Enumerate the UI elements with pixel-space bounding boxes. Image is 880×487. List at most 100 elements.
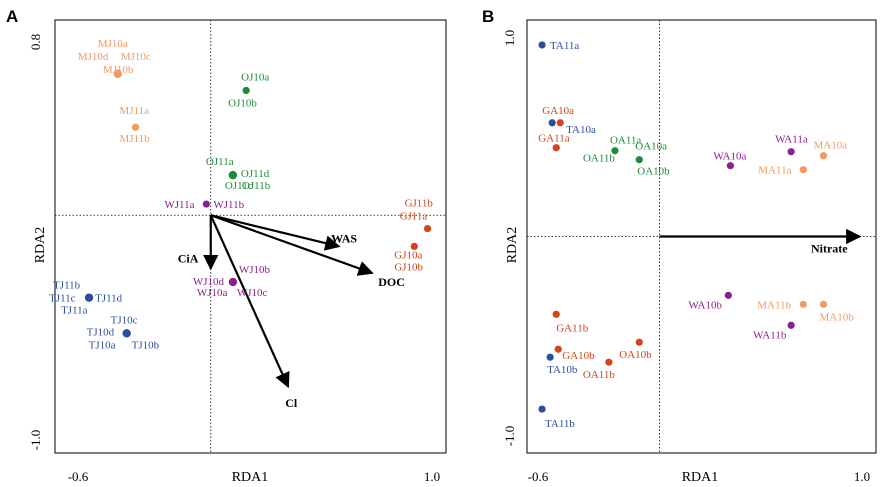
point-label: OJ11d: [241, 168, 270, 180]
data-point: [538, 405, 546, 413]
data-point: [122, 329, 131, 338]
panel-b-xtick-left: -0.6: [528, 469, 549, 484]
point-label: TJ11d: [95, 293, 123, 305]
point-label: WJ11b: [213, 199, 244, 211]
data-point: [787, 321, 795, 329]
panel-b-plot: Nitrate TA11a TA10a GA10a GA11a OA11a OA11b OA1…: [527, 20, 876, 453]
point-label: TJ11c: [49, 293, 76, 305]
point-label: TJ10c: [111, 314, 138, 326]
point-label: WJ10a: [197, 287, 228, 299]
point-label: MA10a: [814, 140, 848, 152]
data-point: [556, 119, 564, 127]
vector-label-cl: Cl: [285, 396, 298, 410]
point-label: TA11a: [550, 40, 579, 52]
panel-b-ytick-top: 1.0: [502, 30, 517, 46]
data-point: [799, 166, 807, 174]
point-label: MJ10b: [103, 64, 134, 76]
point-label: OA11b: [583, 153, 615, 165]
point-label: WA10a: [713, 151, 746, 163]
point-label: TJ11a: [61, 305, 88, 317]
point-label: MJ11b: [120, 133, 151, 145]
panel-a-ytick-top: 0.8: [28, 34, 43, 50]
point-label: OA10b: [637, 166, 670, 178]
panel-b-ytick-bottom: -1.0: [502, 426, 517, 447]
point-label: TA10b: [547, 364, 578, 376]
data-point: [548, 119, 556, 127]
point-label: GJ11b: [405, 198, 434, 210]
point-label: MA11b: [757, 299, 791, 311]
data-point: [552, 144, 560, 152]
data-point: [726, 162, 734, 170]
data-point: [611, 147, 619, 155]
vector-arrow-was: [210, 214, 341, 251]
panel-b-xtick-right: 1.0: [854, 469, 870, 484]
point-label: GA11b: [556, 322, 588, 334]
data-point: [84, 293, 94, 302]
point-label: OA11b: [583, 369, 615, 381]
point-label: WJ11a: [164, 199, 194, 211]
vector-label-was: WAS: [331, 231, 357, 245]
point-label: GA10a: [542, 105, 574, 117]
panel-b-ylabel: RDA2: [505, 227, 520, 264]
data-point: [113, 69, 123, 78]
point-label: MA11a: [758, 165, 791, 177]
vector-label-doc: DOC: [378, 275, 405, 289]
point-label: WA10b: [688, 299, 722, 311]
point-label: WA11b: [753, 329, 787, 341]
data-point: [546, 353, 554, 361]
data-point: [819, 152, 828, 160]
vector-arrow-cl: [209, 214, 290, 389]
point-label: OA11a: [610, 135, 641, 147]
panel-b-letter: B: [482, 7, 494, 26]
point-label: TA10a: [566, 124, 596, 136]
panel-a-xtick-right: 1.0: [424, 469, 440, 484]
panel-a-ytick-bottom: -1.0: [28, 430, 43, 451]
panel-a-frame: [54, 19, 447, 454]
point-label: OJ10b: [228, 97, 257, 109]
point-label: TJ10d: [87, 326, 115, 338]
point-label: MJ10a: [98, 38, 128, 50]
point-label: GJ11a: [400, 211, 428, 223]
data-point: [228, 170, 238, 180]
vector-label-nitrate: Nitrate: [811, 242, 848, 256]
data-point: [635, 156, 643, 164]
point-label: OA10b: [619, 349, 652, 361]
vector-label-cia: CiA: [178, 252, 199, 266]
point-label: MJ10d: [78, 51, 109, 63]
point-label: WJ10b: [239, 264, 271, 276]
data-point: [202, 200, 210, 208]
point-label: MJ10c: [121, 51, 151, 63]
panel-a-ylabel: RDA2: [33, 227, 48, 264]
point-label: MJ11a: [120, 105, 150, 117]
data-point: [635, 338, 643, 346]
point-label: OJ11a: [206, 156, 234, 168]
panel-a-letter: A: [6, 7, 18, 26]
point-label: OA10a: [635, 141, 667, 153]
data-point: [131, 123, 140, 131]
data-point: [554, 345, 562, 353]
point-label: TJ10a: [89, 339, 116, 351]
point-label: WJ10d: [193, 276, 225, 288]
point-label: WJ10c: [237, 287, 268, 299]
point-label: OJ11c: [225, 180, 253, 192]
data-point: [552, 310, 560, 318]
data-point: [605, 358, 613, 366]
data-point: [410, 242, 418, 251]
point-label: TJ10b: [132, 339, 160, 351]
data-point: [228, 277, 238, 287]
vector-arrow-doc: [210, 214, 374, 276]
panel-a-xlabel: RDA1: [232, 470, 269, 485]
data-point: [787, 148, 795, 156]
data-point: [799, 300, 807, 308]
point-label: GJ10a: [394, 249, 422, 261]
data-point: [242, 86, 250, 95]
data-point: [724, 291, 732, 299]
point-label: MA10b: [820, 311, 855, 323]
point-label: GA10b: [562, 350, 595, 362]
data-point: [819, 300, 828, 308]
panel-b-xlabel: RDA1: [682, 470, 719, 485]
data-point: [538, 41, 546, 49]
point-label: TA11b: [545, 418, 575, 430]
point-label: GA11a: [538, 133, 569, 145]
